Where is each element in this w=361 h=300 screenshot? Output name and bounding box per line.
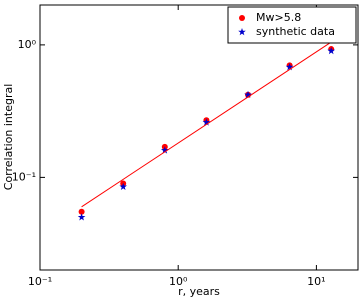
x-tick-label: 10⁰	[169, 275, 188, 288]
data-point	[285, 63, 294, 71]
x-axis-label: r, years	[178, 285, 220, 298]
y-tick-label: 10⁰	[18, 38, 37, 51]
x-tick-label: 10⁻¹	[28, 275, 52, 288]
x-tick-label: 10¹	[307, 275, 325, 288]
legend-label: synthetic data	[256, 25, 335, 38]
legend-marker	[238, 28, 246, 36]
y-axis-label: Correlation integral	[2, 84, 15, 191]
data-point	[78, 208, 85, 215]
legend-box	[227, 6, 357, 44]
legend-marker	[239, 15, 245, 21]
data-point	[327, 46, 336, 55]
plot-frame	[39, 4, 359, 271]
data-point	[77, 213, 86, 221]
legend-label: Mw>5.8	[256, 11, 301, 24]
data-point	[244, 90, 252, 99]
data-point	[202, 118, 211, 126]
data-point	[119, 182, 128, 190]
data-point	[161, 146, 169, 154]
fit-line	[81, 41, 332, 208]
y-tick-label: 10⁻¹	[12, 170, 36, 183]
